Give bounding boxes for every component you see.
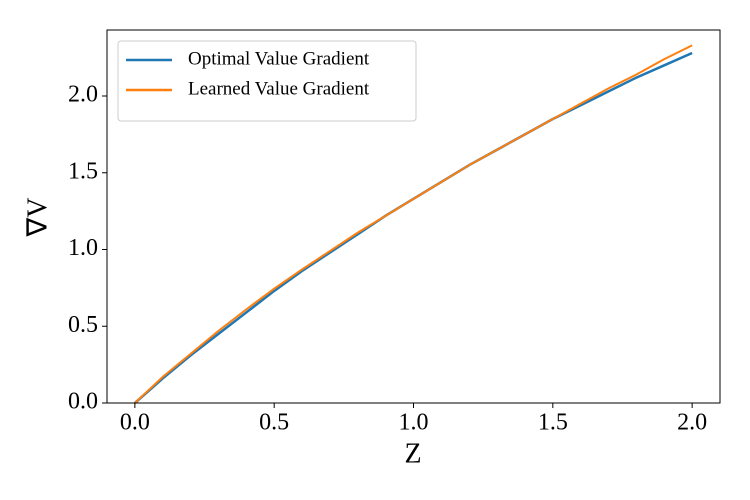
y-tick-label: 1.0 [68, 235, 98, 261]
y-tick-label: 0.5 [68, 312, 98, 338]
x-tick-label: 0.5 [259, 410, 289, 436]
legend-label: Optimal Value Gradient [188, 48, 370, 69]
data-line [134, 44, 693, 404]
legend: Optimal Value Gradient Learned Value Grad… [117, 40, 417, 122]
y-tick-label: 0.0 [68, 389, 98, 415]
legend-box [117, 40, 417, 122]
x-tick-label: 1.5 [538, 410, 568, 436]
y-axis-label: ∇V [22, 198, 53, 238]
x-tick-label: 2.0 [677, 410, 707, 436]
x-tick-label: 1.0 [399, 410, 429, 436]
x-axis-label: Z [404, 438, 421, 469]
y-tick-label: 2.0 [68, 82, 98, 108]
plot-frame [106, 29, 721, 404]
x-tick-label: 0.0 [120, 410, 150, 436]
y-tick-label: 1.5 [68, 158, 98, 184]
legend-label: Learned Value Gradient [188, 78, 370, 99]
